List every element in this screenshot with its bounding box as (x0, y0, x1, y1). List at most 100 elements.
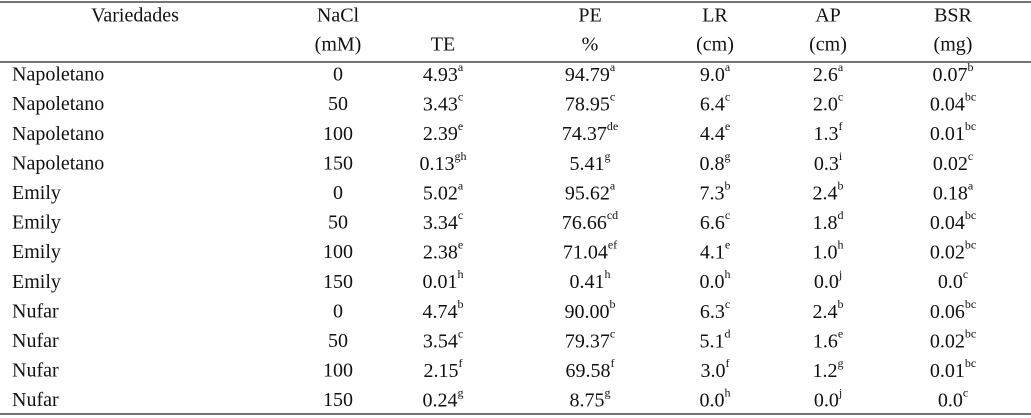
variety-cell: Emily (12, 212, 61, 234)
value: 0.02 (930, 241, 965, 263)
value-cell: 71.04ef (563, 237, 617, 263)
significance-letter: e (458, 237, 463, 251)
variety-cell: Emily (12, 241, 61, 263)
value: 9.0 (700, 64, 725, 86)
value: 0.13 (420, 152, 455, 174)
value-cell: 90.00b (565, 297, 616, 323)
value-cell: 95.62a (565, 178, 616, 204)
significance-letter: bc (965, 89, 976, 103)
value-cell: 2.4b (813, 178, 844, 204)
value-cell: 3.43c (423, 89, 463, 115)
value: 94.79 (565, 64, 610, 86)
value: 90.00 (565, 300, 610, 322)
variety-cell: Napoletano (12, 64, 104, 86)
variety-cell: Napoletano (12, 123, 104, 145)
value-cell: 0.04bc (930, 89, 976, 115)
significance-letter: bc (965, 297, 976, 311)
significance-letter: j (838, 385, 842, 399)
value: 0.01 (930, 360, 965, 382)
significance-letter: j (838, 267, 842, 281)
significance-letter: de (607, 119, 618, 133)
value-cell: 0.02bc (930, 326, 976, 352)
variety-cell: Nufar (12, 300, 59, 322)
value: 4.4 (700, 123, 725, 145)
value-cell: 0.07b (933, 60, 974, 86)
value: 1.6 (813, 330, 838, 352)
value: 1.2 (813, 360, 838, 382)
value: 71.04 (563, 241, 608, 263)
value: 74.37 (562, 123, 607, 145)
significance-letter: g (605, 385, 611, 399)
significance-letter: h (725, 267, 731, 281)
significance-letter: c (838, 89, 843, 103)
value: 0.3 (814, 152, 839, 174)
significance-letter: f (726, 356, 730, 370)
significance-letter: bc (965, 208, 976, 222)
header-cell: (cm) (809, 34, 847, 56)
value-cell: 0.0j (814, 385, 842, 411)
header-cell: PE (578, 5, 601, 27)
value: 1.3 (814, 123, 839, 145)
value: 79.37 (565, 330, 610, 352)
significance-letter: cd (607, 208, 618, 222)
value: 2.4 (813, 182, 838, 204)
value: 0.04 (930, 93, 965, 115)
nacl-cell: 150 (323, 389, 353, 411)
significance-letter: c (968, 149, 973, 163)
value: 78.95 (565, 93, 610, 115)
value: 3.34 (423, 212, 458, 234)
value-cell: 6.3c (700, 297, 730, 323)
value: 8.75 (570, 389, 605, 411)
significance-letter: b (968, 60, 974, 74)
value-cell: 5.41g (570, 149, 611, 175)
nacl-cell: 100 (323, 241, 353, 263)
value: 2.6 (813, 64, 838, 86)
header-cell: LR (702, 5, 728, 27)
significance-letter: e (725, 237, 730, 251)
value-cell: 3.0f (701, 356, 730, 382)
significance-letter: b (838, 297, 844, 311)
value: 0.0 (814, 389, 839, 411)
significance-letter: a (610, 178, 616, 192)
value-cell: 1.6e (813, 326, 843, 352)
significance-letter: c (610, 89, 615, 103)
value: 0.8 (700, 152, 725, 174)
significance-letter: gh (455, 149, 467, 163)
value-cell: 0.02c (933, 149, 973, 175)
value: 3.54 (423, 330, 458, 352)
value-cell: 74.37de (562, 119, 618, 145)
variety-cell: Emily (12, 271, 61, 293)
value: 69.58 (566, 360, 611, 382)
value-cell: 0.0j (814, 267, 842, 293)
value-cell: 0.8g (700, 149, 731, 175)
nacl-cell: 50 (328, 330, 348, 352)
value-cell: 2.6a (813, 60, 844, 86)
value-cell: 0.0c (938, 385, 968, 411)
value-cell: 79.37c (565, 326, 615, 352)
nacl-cell: 50 (328, 212, 348, 234)
significance-letter: bc (965, 356, 976, 370)
header-cell: (cm) (696, 34, 734, 56)
value: 1.0 (813, 241, 838, 263)
value: 0.04 (930, 212, 965, 234)
value-cell: 7.3b (700, 178, 731, 204)
value: 95.62 (565, 182, 610, 204)
variety-cell: Nufar (12, 360, 59, 382)
value: 0.02 (930, 330, 965, 352)
variety-cell: Nufar (12, 389, 59, 411)
value: 0.18 (933, 182, 968, 204)
value-cell: 4.4e (700, 119, 730, 145)
nacl-cell: 50 (328, 93, 348, 115)
nacl-cell: 150 (323, 271, 353, 293)
value: 0.02 (933, 152, 968, 174)
value: 6.3 (700, 300, 725, 322)
value-cell: 2.0c (813, 89, 843, 115)
significance-letter: d (725, 326, 731, 340)
value-cell: 4.93a (423, 60, 464, 86)
significance-letter: c (963, 267, 968, 281)
value: 6.6 (700, 212, 725, 234)
significance-letter: f (611, 356, 615, 370)
header-cell: BSR (934, 5, 972, 27)
value: 76.66 (562, 212, 607, 234)
value: 3.43 (423, 93, 458, 115)
